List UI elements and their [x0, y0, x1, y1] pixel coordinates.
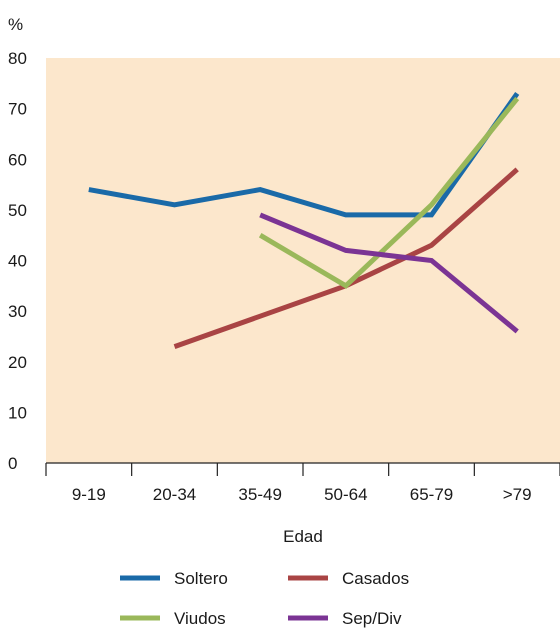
legend-label-sep-div: Sep/Div [342, 609, 402, 628]
x-tick-label: 35-49 [238, 485, 281, 504]
legend-label-viudos: Viudos [174, 609, 226, 628]
y-unit-label: % [8, 15, 23, 34]
x-axis-label: Edad [283, 527, 323, 546]
legend-label-soltero: Soltero [174, 569, 228, 588]
series-line-sep-div [259, 212, 519, 334]
y-axis: 0 10 20 30 40 50 60 70 80 [8, 49, 27, 473]
y-tick-label: 80 [8, 49, 27, 68]
x-tick-label: 50-64 [324, 485, 367, 504]
y-tick-label: 10 [8, 403, 27, 422]
y-tick-label: 30 [8, 302, 27, 321]
series-line-soltero [88, 91, 520, 218]
y-tick-label: 40 [8, 252, 27, 271]
y-tick-label: 50 [8, 201, 27, 220]
x-tick-label: >79 [503, 485, 532, 504]
legend-label-casados: Casados [342, 569, 409, 588]
x-tick-label: 65-79 [410, 485, 453, 504]
y-tick-label: 60 [8, 150, 27, 169]
y-tick-label: 20 [8, 353, 27, 372]
y-tick-label: 70 [8, 100, 27, 119]
y-tick-label: 0 [8, 454, 17, 473]
x-tick-label: 20-34 [153, 485, 196, 504]
legend: Soltero Casados Viudos Sep/Div [120, 569, 409, 628]
series-layer [88, 91, 520, 349]
x-tick-label: 9-19 [72, 485, 106, 504]
x-axis: 9-19 20-34 35-49 50-64 65-79 >79 [45, 462, 560, 504]
series-line-viudos [258, 96, 520, 289]
